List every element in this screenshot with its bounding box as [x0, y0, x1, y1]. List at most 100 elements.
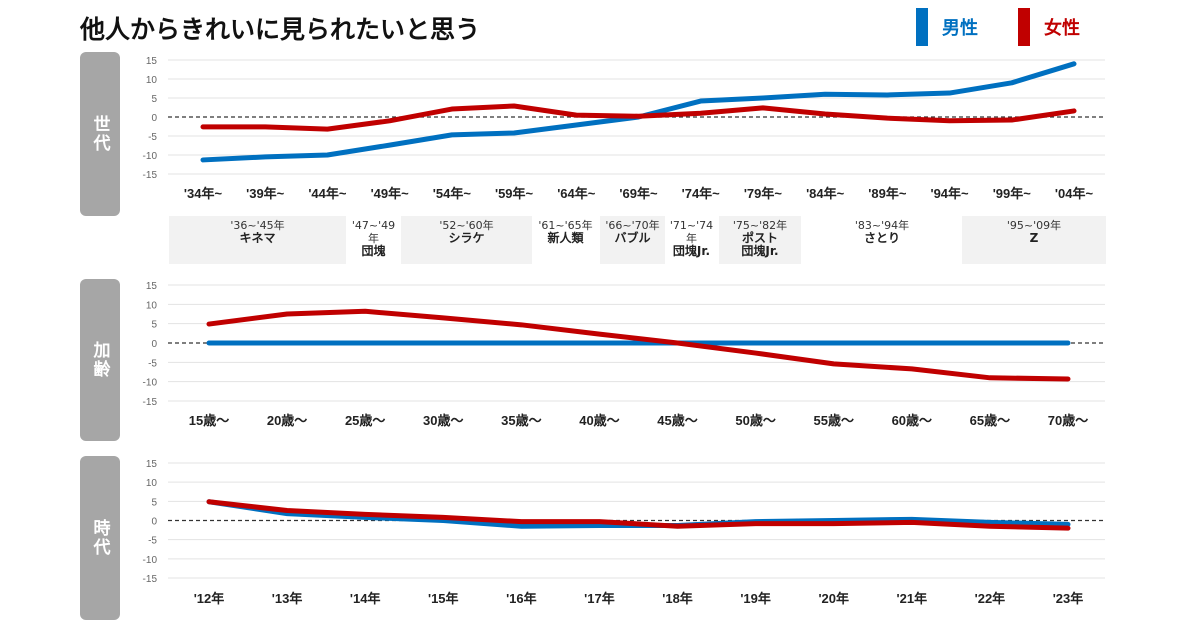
- x-tick-label: 60歳～: [892, 413, 932, 428]
- generation-cell: '52~'60年 シラケ: [401, 216, 532, 264]
- x-tick-label: '17年: [584, 591, 615, 606]
- page-title: 他人からきれいに見られたいと思う: [80, 15, 481, 44]
- panel-label-age: 加齢: [80, 279, 120, 441]
- x-tick-label: '74年~: [682, 186, 721, 201]
- x-tick-label: 15歳～: [189, 413, 229, 428]
- generation-cell: '61~'65年 新人類: [533, 216, 598, 264]
- generation-years: '83~'94年: [854, 219, 910, 232]
- legend-male: 男性: [916, 8, 978, 46]
- legend-swatch-male: [916, 8, 928, 46]
- generation-name: Z: [1029, 231, 1039, 245]
- y-tick-label: 15: [146, 56, 158, 67]
- x-tick-label: 25歳～: [345, 413, 385, 428]
- x-tick-label: '04年~: [1055, 186, 1094, 201]
- generation-years: '52~'60年: [439, 219, 494, 232]
- y-tick-label: 5: [151, 94, 157, 105]
- x-tick-label: '14年: [350, 591, 381, 606]
- generation-cell: '36~'45年 キネマ: [169, 216, 346, 264]
- series-line-female: [206, 499, 1071, 531]
- generation-years: '95~'09年: [1006, 219, 1062, 232]
- generation-years: '75~'82年: [732, 219, 788, 232]
- generation-cell: '95~'09年 Z: [962, 216, 1106, 264]
- y-tick-label: 10: [146, 75, 158, 86]
- generation-name: さとり: [863, 231, 900, 245]
- x-tick-label: '99年~: [993, 186, 1032, 201]
- generation-cell: '83~'94年 さとり: [802, 216, 962, 264]
- y-tick-label: -15: [143, 574, 158, 585]
- legend-swatch-female: [1018, 8, 1030, 46]
- x-tick-label: '64年~: [557, 186, 596, 201]
- x-tick-label: 50歳～: [735, 413, 775, 428]
- generation-years: '71~'74年: [669, 219, 714, 245]
- x-tick-label: '21年: [897, 591, 928, 606]
- generation-cell: '71~'74年 団塊Jr.: [665, 216, 718, 264]
- panel-label-generation: 世代: [80, 52, 120, 216]
- y-tick-label: -15: [143, 170, 158, 181]
- y-tick-label: 15: [146, 459, 158, 470]
- generation-years: '47~'49年: [351, 219, 396, 245]
- y-tick-label: 10: [146, 300, 158, 311]
- x-tick-label: '34年~: [184, 186, 223, 201]
- x-tick-label: '94年~: [930, 186, 969, 201]
- x-tick-label: '49年~: [371, 186, 410, 201]
- x-tick-label: '79年~: [744, 186, 783, 201]
- x-tick-label: '89年~: [868, 186, 907, 201]
- generation-name: バブル: [614, 231, 651, 245]
- x-tick-label: 40歳～: [579, 413, 619, 428]
- y-tick-label: -5: [148, 536, 157, 547]
- x-tick-label: '44年~: [308, 186, 347, 201]
- y-tick-label: -10: [143, 151, 158, 162]
- generation-name: ポスト 団塊Jr.: [741, 231, 779, 258]
- generation-years: '36~'45年: [230, 219, 285, 232]
- x-tick-label: '54年~: [433, 186, 472, 201]
- x-tick-label: '84年~: [806, 186, 845, 201]
- generation-cell: '66~'70年 バブル: [600, 216, 665, 264]
- generation-cell: '47~'49年 団塊: [347, 216, 400, 264]
- series-line-female: [200, 103, 1077, 132]
- x-tick-label: '22年: [975, 591, 1006, 606]
- y-tick-label: 5: [151, 320, 157, 331]
- legend-female: 女性: [1018, 8, 1080, 46]
- x-tick-label: 30歳～: [423, 413, 463, 428]
- x-tick-label: 35歳～: [501, 413, 541, 428]
- y-tick-label: 15: [146, 281, 158, 292]
- x-tick-label: 45歳～: [657, 413, 697, 428]
- x-tick-label: '19年: [740, 591, 771, 606]
- x-tick-label: '59年~: [495, 186, 534, 201]
- x-tick-label: '39年~: [246, 186, 285, 201]
- x-tick-label: '12年: [194, 591, 225, 606]
- y-tick-label: -10: [143, 378, 158, 389]
- y-tick-label: 5: [151, 497, 157, 508]
- legend-label-male: 男性: [942, 18, 978, 39]
- generation-name: 団塊: [361, 244, 386, 258]
- x-tick-label: '13年: [272, 591, 303, 606]
- generation-cell: '75~'82年 ポスト 団塊Jr.: [719, 216, 801, 264]
- series-line-male: [200, 61, 1077, 163]
- panel-label-era: 時代: [80, 456, 120, 620]
- x-tick-label: 70歳～: [1048, 413, 1088, 428]
- x-tick-label: '15年: [428, 591, 459, 606]
- x-tick-label: 65歳～: [970, 413, 1010, 428]
- generation-name: 団塊Jr.: [672, 244, 711, 258]
- generation-name: キネマ: [239, 231, 276, 245]
- y-tick-label: -15: [143, 397, 158, 408]
- generation-years: '61~'65年: [538, 219, 593, 232]
- legend-label-female: 女性: [1044, 18, 1080, 39]
- y-tick-label: -5: [148, 358, 157, 369]
- y-tick-label: 0: [151, 517, 157, 528]
- x-tick-label: '20年: [818, 591, 849, 606]
- y-tick-label: -5: [148, 132, 157, 143]
- series-line-female: [206, 308, 1071, 382]
- x-tick-label: '23年: [1053, 591, 1084, 606]
- generation-years: '66~'70年: [605, 219, 660, 232]
- y-tick-label: 0: [151, 339, 157, 350]
- x-tick-label: '18年: [662, 591, 693, 606]
- x-tick-label: '69年~: [619, 186, 658, 201]
- y-tick-label: 0: [151, 113, 157, 124]
- generation-name: シラケ: [448, 231, 485, 245]
- x-tick-label: 55歳～: [813, 413, 853, 428]
- x-tick-label: '16年: [506, 591, 537, 606]
- generation-name: 新人類: [547, 231, 584, 245]
- y-tick-label: -10: [143, 555, 158, 566]
